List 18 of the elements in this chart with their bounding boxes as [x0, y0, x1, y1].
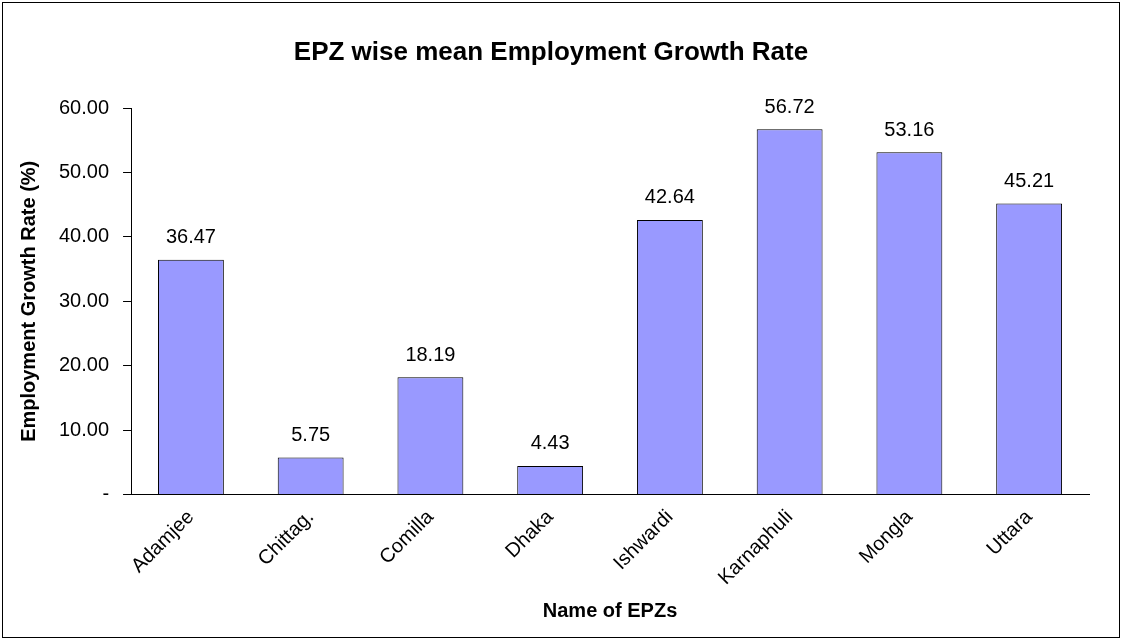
y-tick-label: -: [102, 481, 110, 504]
data-label: 56.72: [764, 94, 815, 117]
data-label: 53.16: [884, 117, 935, 140]
y-axis-title: Employment Growth Rate (%): [16, 160, 39, 442]
data-label: 45.21: [1004, 168, 1055, 191]
y-tick-label: 10.00: [58, 417, 110, 440]
x-axis-title: Name of EPZs: [542, 598, 678, 621]
chart-title: EPZ wise mean Employment Growth Rate: [293, 35, 809, 66]
data-label: 36.47: [165, 225, 216, 248]
data-label: 18.19: [405, 342, 456, 365]
y-tick-label: 60.00: [58, 95, 110, 118]
data-label: 42.64: [644, 185, 695, 208]
data-label: 4.43: [530, 431, 570, 454]
y-tick-label: 30.00: [58, 288, 110, 311]
data-label: 5.75: [291, 422, 331, 445]
y-tick-label: 20.00: [58, 353, 110, 376]
y-tick-label: 40.00: [58, 224, 110, 247]
y-tick-label: 50.00: [58, 160, 110, 183]
